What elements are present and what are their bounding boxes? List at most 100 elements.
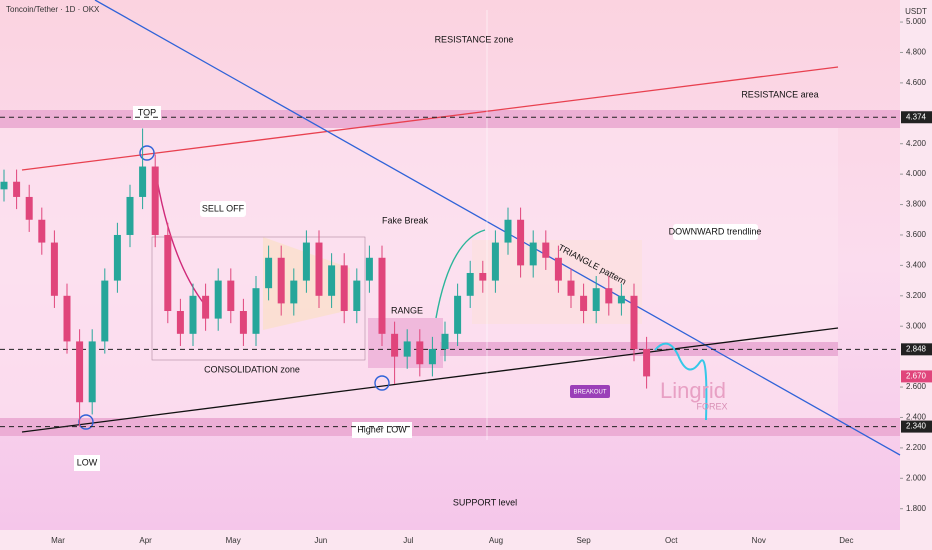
candle-body — [403, 341, 411, 357]
brand-sub: FOREX — [696, 401, 727, 411]
x-tick-label: Dec — [839, 536, 853, 545]
candle-body — [617, 295, 625, 304]
x-tick-label: Mar — [51, 536, 65, 545]
support-trendline — [21, 327, 839, 433]
candle-body — [441, 333, 449, 350]
projection — [654, 342, 708, 421]
candle-body — [340, 265, 348, 312]
x-tick-label: Jul — [403, 536, 413, 545]
candle-body — [50, 242, 58, 296]
y-tick-label: 3.800 — [906, 200, 927, 209]
candle-body — [328, 265, 336, 296]
label: SELL OFF — [202, 203, 245, 213]
candle-body — [151, 166, 159, 235]
x-tick-label: Aug — [489, 536, 503, 545]
y-tick-label: 2.000 — [906, 473, 927, 482]
label: LOW — [77, 457, 98, 467]
candle-body — [252, 288, 260, 334]
candle-body — [76, 341, 84, 403]
candle-body — [554, 257, 562, 281]
label-box — [133, 106, 161, 120]
x-tick-label: May — [226, 536, 241, 545]
level-tag — [901, 343, 932, 356]
brand: Lingrid — [660, 378, 726, 403]
candle-body — [63, 295, 71, 342]
candle-body — [88, 341, 96, 403]
candle-body — [38, 219, 46, 243]
candle-body — [139, 166, 147, 197]
candle-body — [202, 295, 210, 319]
level-tag — [901, 111, 932, 124]
label-box — [200, 201, 246, 217]
axis-bg — [900, 0, 932, 550]
label: BREAKOUT — [573, 390, 606, 396]
rally-arrow — [435, 229, 486, 319]
resistance-band — [0, 110, 900, 128]
y-tick-label: 4.800 — [906, 48, 927, 57]
label: Fake Break — [382, 215, 429, 225]
label: RESISTANCE area — [741, 89, 818, 99]
y-tick-label: 2.200 — [906, 443, 927, 452]
candle-body — [365, 257, 373, 281]
candle-body — [113, 234, 121, 281]
candle-body — [454, 295, 462, 334]
x-tick-label: Nov — [752, 536, 766, 545]
currency: USDT — [905, 7, 927, 16]
candle-body — [479, 272, 487, 281]
y-tick-label: 4.600 — [906, 78, 927, 87]
x-tick-label: Sep — [576, 536, 591, 545]
level-label: 2.848 — [906, 344, 927, 353]
chart-title: Toncoin/Tether · 1D · OKX — [6, 5, 100, 14]
candle-body — [315, 242, 323, 296]
candle-body — [164, 234, 172, 312]
y-tick-label: 1.800 — [906, 504, 927, 513]
label-box — [570, 385, 610, 398]
last-price-tag — [901, 370, 932, 383]
candle-body — [302, 242, 310, 281]
candle-body — [277, 257, 285, 304]
triangle-box — [472, 240, 642, 324]
candle-body — [542, 242, 550, 258]
candle-body — [630, 295, 638, 350]
last-price-label: 2.670 — [906, 372, 927, 381]
downward-trendline — [94, 0, 901, 456]
candle-body — [428, 349, 436, 365]
level-label: 4.374 — [906, 112, 927, 121]
level-tag — [901, 420, 932, 433]
candle-body — [189, 295, 197, 334]
label-box — [673, 224, 758, 240]
label-box — [74, 455, 100, 471]
candle-body — [580, 295, 588, 312]
level-label: 2.340 — [906, 422, 927, 431]
candle-body — [529, 242, 537, 266]
candle-body — [176, 311, 184, 334]
candle-body — [567, 280, 575, 296]
zone — [0, 128, 838, 418]
candle-body — [605, 288, 613, 304]
x-tick-label: Apr — [139, 536, 152, 545]
candle-body — [265, 257, 273, 289]
x-tick-label: Oct — [665, 536, 678, 545]
label-box — [352, 422, 412, 438]
candle-body — [491, 242, 499, 281]
candle-body — [592, 288, 600, 312]
candle-body — [466, 272, 474, 296]
candle-body — [504, 219, 512, 243]
y-tick-label: 2.400 — [906, 413, 927, 422]
y-tick-label: 3.400 — [906, 260, 927, 269]
y-tick-label: 5.000 — [906, 17, 927, 26]
label: SUPPORT level — [453, 497, 517, 507]
label: CONSOLIDATION zone — [204, 364, 300, 374]
y-tick-label: 4.000 — [906, 169, 927, 178]
y-tick-label: 3.200 — [906, 291, 927, 300]
candle-body — [378, 257, 386, 334]
candle-body — [0, 181, 8, 190]
candle-body — [101, 280, 109, 342]
candle-body — [239, 311, 247, 334]
x-axis-bg — [0, 530, 900, 550]
y-tick-label: 3.000 — [906, 321, 927, 330]
candle-body — [126, 196, 134, 235]
label: TOP — [138, 107, 156, 117]
